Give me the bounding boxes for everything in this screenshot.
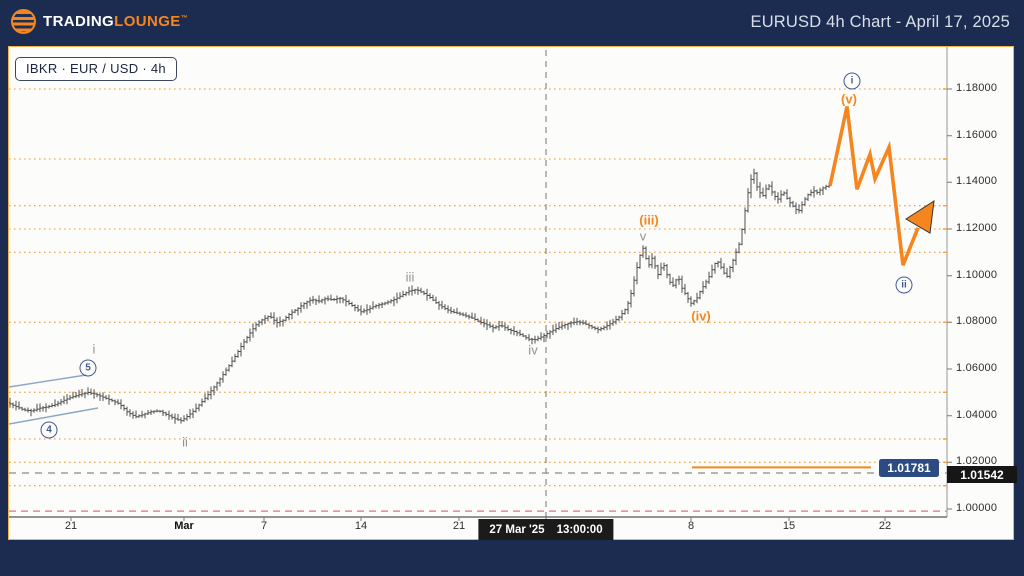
y-axis-label-1.10000: 1.10000 (956, 268, 998, 281)
last-price-badge: 1.01542 (947, 466, 1017, 483)
wave-label-gray-iii: iii (405, 269, 415, 285)
x-axis-label-14: 14 (354, 520, 368, 532)
x-axis-label-22: 22 (878, 520, 892, 532)
x-axis-label-Mar: Mar (174, 520, 194, 532)
brand-logo[interactable]: TRADINGLOUNGE™ (11, 9, 188, 34)
forecast-path (828, 106, 920, 266)
header: TRADINGLOUNGE™ EURUSD 4h Chart - April 1… (0, 0, 1024, 46)
crosshair-time: 13:00:00 (556, 523, 603, 536)
price-bars (9, 168, 831, 424)
wave-label-orange-(iii): (iii) (639, 212, 659, 228)
x-axis-label-15: 15 (782, 520, 796, 532)
wave-label-orange-(iv): (iv) (691, 308, 711, 324)
support-price-badge: 1.01781 (879, 459, 939, 477)
wave-label-circled-4: 4 (40, 421, 58, 439)
page-title: EURUSD 4h Chart - April 17, 2025 (750, 13, 1010, 31)
grid-level-ticks (943, 88, 947, 487)
y-axis-label-1.14000: 1.14000 (956, 175, 998, 188)
chart-panel: 1.18000 1.16000 1.14000 1.12000 1.10000 1.080… (8, 46, 1017, 541)
tradinglounge-logo-icon (11, 9, 36, 34)
channel-line-2 (9, 407, 99, 425)
wave-label-circled-ii: ii (895, 276, 913, 294)
price-chart[interactable] (9, 47, 1015, 541)
x-axis-label-21: 21 (452, 520, 466, 532)
brand-text: TRADINGLOUNGE™ (43, 13, 189, 30)
axis-ticks (70, 88, 952, 521)
wave-label-gray-i: i (92, 341, 96, 357)
x-axis-label-8: 8 (687, 520, 695, 532)
wave-label-gray-v: v (639, 228, 647, 244)
y-axis-label-1.12000: 1.12000 (956, 222, 998, 234)
channel-line-1 (9, 374, 87, 388)
wave-label-gray-ii: ii (182, 434, 188, 450)
y-axis-label-1.08000: 1.08000 (956, 315, 998, 328)
wave-label-gray-iv: iv (528, 342, 538, 358)
x-axis-label-7: 7 (260, 520, 268, 532)
wave-label-orange-(v): (v) (841, 91, 857, 107)
forecast-arrowhead-icon (905, 200, 935, 234)
crosshair-time-badge: 27 Mar '25 13:00:00 (478, 519, 614, 540)
y-axis-label-1.18000: 1.18000 (956, 82, 998, 94)
y-axis-label-1.00000: 1.00000 (956, 502, 998, 514)
wave-label-circled-5: 5 (79, 359, 97, 377)
symbol-box[interactable]: IBKR · EUR / USD · 4h (15, 57, 177, 81)
y-axis-label-1.04000: 1.04000 (956, 408, 998, 421)
wave-label-circled-i: i (843, 72, 861, 90)
y-axis-label-1.06000: 1.06000 (956, 362, 998, 374)
y-axis-label-1.02000: 1.02000 (956, 455, 998, 468)
x-axis-label-21: 21 (64, 520, 78, 532)
crosshair-date: 27 Mar '25 (489, 523, 545, 536)
y-axis-label-1.16000: 1.16000 (956, 128, 998, 141)
